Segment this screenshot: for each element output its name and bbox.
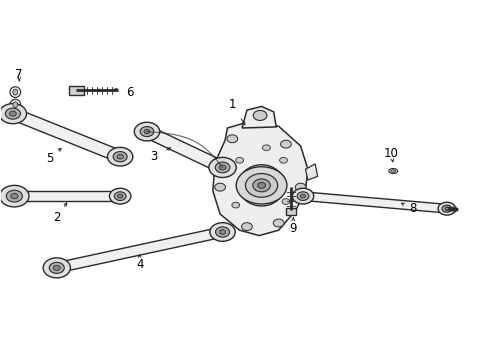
Circle shape xyxy=(53,265,60,270)
Circle shape xyxy=(134,122,159,141)
Text: 4: 4 xyxy=(136,258,143,271)
Circle shape xyxy=(292,188,313,204)
Circle shape xyxy=(117,194,122,198)
Circle shape xyxy=(444,207,448,210)
Circle shape xyxy=(245,174,277,197)
Circle shape xyxy=(295,183,305,191)
Circle shape xyxy=(262,145,270,150)
Ellipse shape xyxy=(10,99,20,110)
Circle shape xyxy=(280,140,291,148)
Polygon shape xyxy=(212,121,307,235)
Circle shape xyxy=(5,108,20,119)
Circle shape xyxy=(219,230,225,234)
Circle shape xyxy=(273,219,284,227)
Circle shape xyxy=(6,190,22,202)
Circle shape xyxy=(441,205,451,212)
Ellipse shape xyxy=(13,102,18,108)
Ellipse shape xyxy=(388,168,397,174)
Circle shape xyxy=(252,179,270,192)
Circle shape xyxy=(214,183,225,191)
Ellipse shape xyxy=(390,170,395,172)
Ellipse shape xyxy=(238,165,284,206)
Circle shape xyxy=(109,188,131,204)
Polygon shape xyxy=(305,164,317,180)
Circle shape xyxy=(0,104,26,124)
Circle shape xyxy=(113,152,127,162)
Circle shape xyxy=(297,192,308,201)
Circle shape xyxy=(235,157,243,163)
Circle shape xyxy=(437,202,455,215)
Circle shape xyxy=(300,194,305,198)
Polygon shape xyxy=(9,109,123,162)
Text: 1: 1 xyxy=(228,98,236,111)
Text: 5: 5 xyxy=(46,152,53,165)
Circle shape xyxy=(236,167,286,204)
Polygon shape xyxy=(14,191,120,201)
Text: 8: 8 xyxy=(408,202,416,215)
Circle shape xyxy=(231,202,239,208)
Circle shape xyxy=(215,162,229,173)
Circle shape xyxy=(43,258,70,278)
Circle shape xyxy=(226,135,237,143)
Circle shape xyxy=(219,165,225,170)
Polygon shape xyxy=(55,227,224,273)
Ellipse shape xyxy=(10,87,20,98)
Ellipse shape xyxy=(13,89,18,95)
Circle shape xyxy=(253,111,266,121)
Circle shape xyxy=(208,157,236,177)
Circle shape xyxy=(9,111,16,116)
Circle shape xyxy=(241,223,252,230)
Polygon shape xyxy=(142,127,226,172)
Text: 9: 9 xyxy=(289,222,296,235)
Polygon shape xyxy=(302,192,447,213)
Circle shape xyxy=(144,130,150,134)
Circle shape xyxy=(282,199,289,204)
Circle shape xyxy=(107,147,133,166)
Polygon shape xyxy=(242,107,276,128)
Circle shape xyxy=(140,127,154,136)
Bar xyxy=(69,86,83,95)
Bar xyxy=(285,208,295,215)
Circle shape xyxy=(114,192,126,201)
Circle shape xyxy=(215,227,229,237)
Text: 2: 2 xyxy=(53,211,61,224)
Text: 7: 7 xyxy=(16,68,23,81)
Text: 10: 10 xyxy=(383,147,397,159)
Text: 6: 6 xyxy=(126,86,133,99)
Circle shape xyxy=(117,154,123,159)
Circle shape xyxy=(257,183,265,188)
Circle shape xyxy=(11,193,18,199)
Text: 3: 3 xyxy=(150,150,158,163)
Circle shape xyxy=(0,185,29,207)
Circle shape xyxy=(279,157,287,163)
Circle shape xyxy=(49,262,64,273)
Circle shape xyxy=(209,223,235,241)
